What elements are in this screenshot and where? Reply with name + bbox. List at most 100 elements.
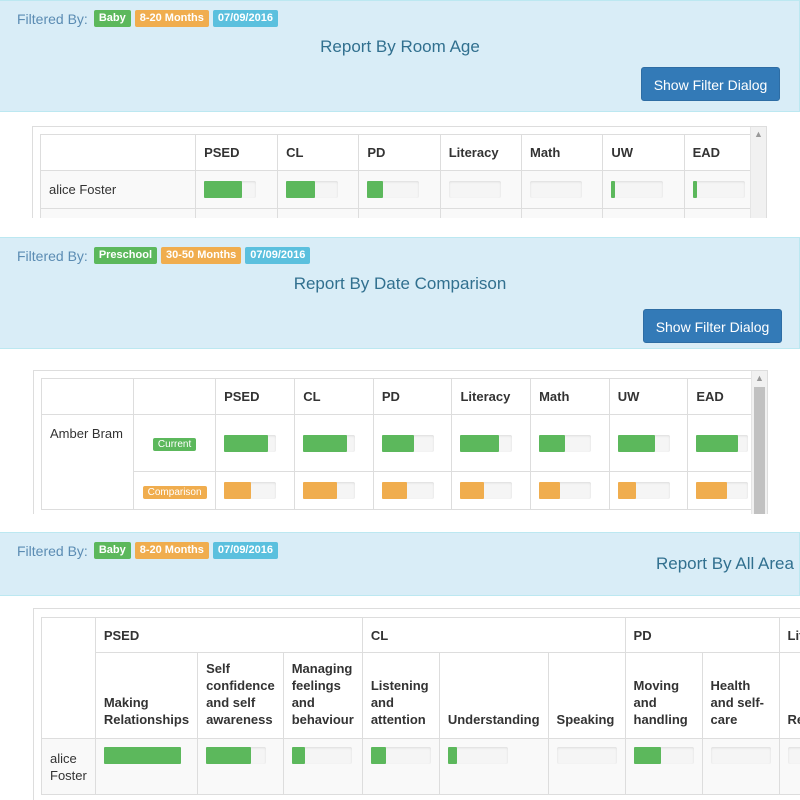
report-table-scroll[interactable]: PSED CL PD Literacy Math UW EAD Amber Bram Curr… (33, 370, 768, 514)
type-header (133, 378, 217, 415)
comparison-label-cell: Comparison (133, 471, 217, 510)
filter-row: Filtered By: Baby 8-20 Months 07/09/2016 (17, 542, 282, 559)
subcolumn-header: Making Relationships (94, 652, 199, 739)
show-filter-dialog-button[interactable]: Show Filter Dialog (643, 309, 782, 343)
progress-cell (701, 738, 780, 795)
progress-bar (448, 181, 501, 199)
progress-fill (224, 482, 252, 500)
progress-cell (294, 414, 374, 472)
empty-cell (358, 208, 441, 218)
filtered-by-label: Filtered By: (17, 10, 88, 27)
progress-bar (787, 747, 800, 765)
filter-badge-date: 07/09/2016 (212, 10, 278, 27)
progress-bar (303, 434, 356, 452)
progress-cell (294, 471, 374, 510)
progress-bar (370, 747, 431, 765)
filter-row: Filtered By: Baby 8-20 Months 07/09/2016 (17, 10, 282, 27)
progress-bar (460, 482, 513, 500)
subcolumn-header: Managing feelings and behaviour (282, 652, 363, 739)
progress-cell (215, 414, 296, 472)
group-header-pd: PD (624, 617, 780, 653)
column-header-uw: UW (602, 134, 685, 171)
filter-badge-age: 30-50 Months (161, 247, 242, 264)
progress-fill (224, 434, 269, 452)
vertical-scrollbar[interactable]: ▲ (751, 371, 767, 514)
current-label-cell: Current (133, 414, 217, 472)
progress-fill (460, 482, 484, 500)
progress-bar (611, 181, 664, 199)
progress-fill (696, 482, 727, 500)
child-name: alice Foster (39, 170, 197, 209)
progress-bar (381, 434, 434, 452)
column-header-math: Math (520, 134, 604, 171)
progress-fill (617, 482, 636, 500)
progress-fill (291, 747, 305, 765)
empty-cell (439, 208, 523, 218)
empty-cell (39, 208, 197, 218)
panel-title: Report By Date Comparison (293, 274, 507, 293)
progress-bar (206, 747, 267, 765)
progress-bar (286, 181, 339, 199)
filtered-by-label: Filtered By: (17, 247, 88, 264)
progress-fill (539, 434, 566, 452)
vertical-scrollbar[interactable]: ▲ (750, 127, 766, 218)
subcolumn-header: Self confidence and self awareness (197, 652, 284, 739)
progress-bar (692, 181, 745, 199)
show-filter-dialog-button[interactable]: Show Filter Dialog (641, 67, 780, 101)
progress-bar (696, 482, 749, 500)
progress-cell (547, 738, 626, 795)
progress-bar (556, 747, 617, 765)
group-header-cl: CL (361, 617, 626, 653)
report-panel-date-comparison: Filtered By: Preschool 30-50 Months 07/0… (0, 237, 800, 514)
empty-cell (277, 208, 360, 218)
progress-bar (224, 434, 277, 452)
progress-cell (372, 414, 453, 472)
report-table-scroll[interactable]: PSED CL PD Literacy Math UW EAD alice Foster ▲ (32, 126, 767, 218)
filter-badge-room: Baby (93, 542, 131, 559)
progress-bar (367, 181, 420, 199)
progress-cell (608, 414, 689, 472)
filter-row: Filtered By: Preschool 30-50 Months 07/0… (17, 247, 314, 264)
column-header-uw: UW (608, 378, 689, 415)
group-header-literacy: Literacy (778, 617, 800, 653)
progress-bar (617, 482, 670, 500)
empty-cell (195, 208, 279, 218)
progress-bar (539, 482, 592, 500)
filter-badge-date: 07/09/2016 (212, 542, 278, 559)
progress-cell (451, 414, 532, 472)
progress-bar (204, 181, 257, 199)
report-table: PSED CL PD Literacy Math UW EAD Amber Bram Curr… (40, 378, 767, 510)
progress-cell (530, 414, 610, 472)
empty-cell (602, 208, 685, 218)
progress-bar (381, 482, 434, 500)
progress-fill (286, 181, 315, 199)
empty-cell (520, 208, 604, 218)
progress-fill (633, 747, 661, 765)
progress-bar (447, 747, 508, 765)
progress-cell (451, 471, 532, 510)
progress-fill (381, 482, 407, 500)
scroll-up-icon[interactable]: ▲ (754, 129, 763, 139)
panel-header: Filtered By: Baby 8-20 Months 07/09/2016… (0, 532, 800, 596)
progress-cell (372, 471, 453, 510)
progress-cell (778, 738, 800, 795)
progress-fill (460, 434, 500, 452)
progress-bar (710, 747, 771, 765)
filter-badge-age: 8-20 Months (134, 10, 209, 27)
progress-bar (539, 434, 592, 452)
progress-fill (539, 482, 560, 500)
scroll-up-icon[interactable]: ▲ (755, 373, 764, 383)
filter-badge-room: Baby (93, 10, 131, 27)
table-row (39, 208, 766, 218)
panel-title: Report By Room Age (320, 37, 480, 56)
column-header-literacy: Literacy (451, 378, 532, 415)
subcolumn-header: Understanding (438, 652, 549, 739)
progress-bar (460, 434, 513, 452)
progress-bar (617, 434, 670, 452)
progress-fill (303, 482, 338, 500)
child-name: Amber Bram (40, 414, 135, 510)
scrollbar-thumb[interactable] (754, 387, 765, 514)
report-table-scroll[interactable]: PSEDCLPDLiteracyMaking RelationshipsSelf… (33, 608, 800, 800)
progress-cell (197, 738, 284, 795)
report-panel-room-age: Filtered By: Baby 8-20 Months 07/09/2016… (0, 0, 800, 218)
